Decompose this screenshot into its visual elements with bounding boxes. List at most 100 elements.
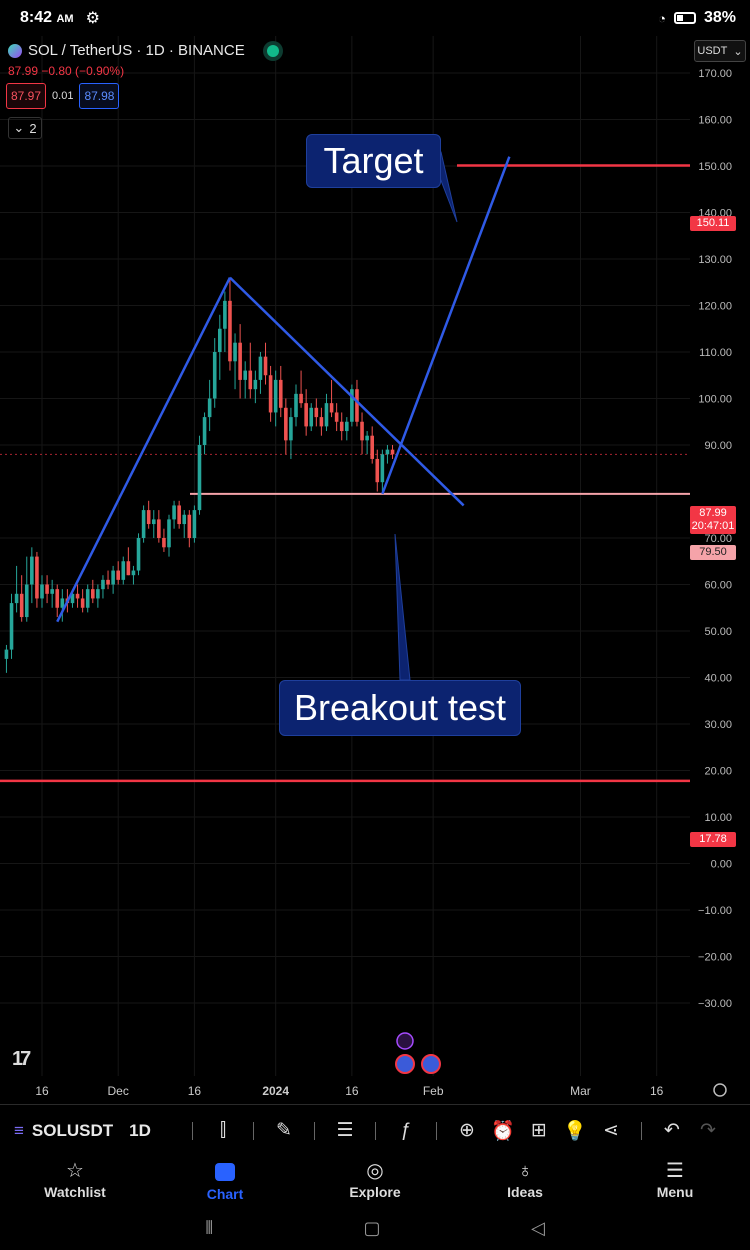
candle-body: [85, 589, 90, 608]
symbol-selector[interactable]: ≡ SOLUSDT 1D: [14, 1121, 180, 1141]
candle-body: [19, 593, 24, 618]
chart-icon: [215, 1163, 235, 1181]
candle-body: [9, 603, 14, 650]
candle-body: [136, 538, 141, 571]
symbol-header[interactable]: SOL / TetherUS · 1D · BINANCE: [8, 42, 279, 59]
y-tick-label: 130.00: [698, 254, 732, 266]
sell-button[interactable]: 87.97: [6, 83, 47, 109]
bid-ask-panel: 87.97 0.01 87.98: [6, 83, 120, 109]
y-tick-label: 90.00: [704, 440, 732, 452]
candle-body: [324, 403, 329, 427]
candle-body: [24, 584, 29, 618]
candle-body: [55, 589, 60, 608]
clock: 8:42 AM: [20, 9, 74, 26]
nav-watchlist[interactable]: ☆ Watchlist: [0, 1156, 150, 1206]
candle-body: [126, 561, 131, 576]
y-tick-label: 10.00: [704, 812, 732, 824]
y-tick-label: 60.00: [704, 580, 732, 592]
candle-body: [30, 556, 34, 585]
divider: [314, 1121, 315, 1140]
price-change: 87.99 −0.80 (−0.90%): [8, 64, 125, 78]
nav-watchlist-label: Watchlist: [44, 1184, 106, 1200]
candle-body: [151, 519, 156, 525]
x-tick-label: 16: [345, 1084, 359, 1098]
candle-body: [60, 598, 65, 608]
breakout-callout-pointer: [394, 533, 411, 681]
candle-body: [96, 589, 100, 599]
candle-body: [273, 379, 278, 413]
y-tick-label: 150.00: [698, 161, 732, 173]
breakout-test-callout[interactable]: Breakout test: [279, 680, 521, 736]
bar-countdown: 20:47:01: [691, 520, 735, 532]
y-tick-label: −20.00: [698, 952, 732, 964]
drawing-pen-icon[interactable]: ✎: [276, 1120, 292, 1141]
lightbulb-icon[interactable]: 💡: [563, 1120, 587, 1142]
candle-body: [218, 328, 222, 352]
y-tick-label: −10.00: [698, 905, 732, 917]
nav-explore[interactable]: ◎ Explore: [300, 1156, 450, 1206]
candle-body: [243, 370, 247, 380]
add-plus-icon[interactable]: ⊕: [459, 1120, 475, 1141]
candles-icon[interactable]: ⫿: [219, 1119, 227, 1141]
indicators-fx-icon[interactable]: ƒ: [400, 1119, 412, 1141]
back-icon[interactable]: ◁: [530, 1217, 545, 1238]
object-tree-icon[interactable]: ☰: [336, 1120, 354, 1141]
candle-body: [187, 514, 192, 538]
candle-body: [45, 584, 49, 594]
spread-value: 0.01: [52, 90, 74, 102]
redo-icon[interactable]: ↷: [700, 1120, 716, 1141]
candle-body: [228, 300, 232, 362]
candle-body: [75, 593, 80, 599]
share-icon[interactable]: ⋖: [603, 1120, 619, 1141]
candle-body: [289, 417, 293, 441]
status-right: ◔ 38%: [658, 9, 736, 27]
price-chart[interactable]: 180.00170.00160.00150.00140.00130.00120.…: [0, 36, 750, 1104]
buy-button[interactable]: 87.98: [79, 83, 120, 109]
last-price-value: 87.99: [699, 507, 727, 519]
candle-body: [157, 519, 161, 538]
x-tick-label: Dec: [108, 1084, 129, 1098]
candle-body: [70, 593, 75, 604]
currency-select[interactable]: USDT ⌄: [694, 40, 746, 62]
y-tick-label: 50.00: [704, 626, 732, 638]
home-icon[interactable]: ▢: [363, 1217, 381, 1238]
trend-line: [56, 277, 232, 623]
alarm-clock-icon[interactable]: ⏰: [491, 1120, 515, 1142]
chevron-down-icon: ⌄: [733, 45, 743, 58]
divider: [192, 1121, 193, 1140]
candle-body: [111, 570, 115, 585]
nav-menu[interactable]: ☰ Menu: [600, 1156, 750, 1206]
recent-apps-icon[interactable]: ⦀: [205, 1217, 214, 1238]
candle-body: [284, 407, 288, 441]
undo-icon[interactable]: ↶: [664, 1120, 680, 1141]
x-tick-label: 16: [188, 1084, 202, 1098]
candle-body: [192, 510, 197, 538]
candle-body: [253, 379, 258, 390]
candle-body: [197, 445, 202, 511]
y-tick-label: 20.00: [704, 766, 732, 778]
indicators-toggle[interactable]: ⌄ 2: [8, 117, 42, 139]
tradingview-logo-icon[interactable]: 17: [12, 1048, 31, 1070]
symbol-name: SOLUSDT: [31, 1120, 114, 1140]
nav-ideas[interactable]: ♁ Ideas: [450, 1156, 600, 1206]
divider: [253, 1121, 254, 1140]
candle-body: [233, 342, 237, 362]
divider: [641, 1121, 642, 1140]
candle-body: [182, 514, 187, 525]
target-callout[interactable]: Target: [306, 134, 441, 188]
candle-body: [304, 403, 308, 427]
symbol-title[interactable]: SOL / TetherUS · 1D · BINANCE: [28, 42, 245, 59]
candle-body: [4, 649, 9, 659]
candle-body: [385, 449, 390, 455]
x-tick-label: 16: [35, 1084, 49, 1098]
layout-grid-icon[interactable]: ⊞: [531, 1120, 547, 1141]
nav-menu-label: Menu: [656, 1184, 694, 1200]
chart-area[interactable]: 180.00170.00160.00150.00140.00130.00120.…: [0, 36, 750, 1104]
candle-body: [172, 505, 176, 520]
nav-chart[interactable]: Chart: [150, 1156, 300, 1206]
candle-body: [334, 412, 339, 422]
candle-body: [375, 458, 380, 483]
chart-settings-icon: [713, 1083, 727, 1097]
candle-body: [141, 510, 146, 538]
candle-body: [345, 421, 349, 432]
